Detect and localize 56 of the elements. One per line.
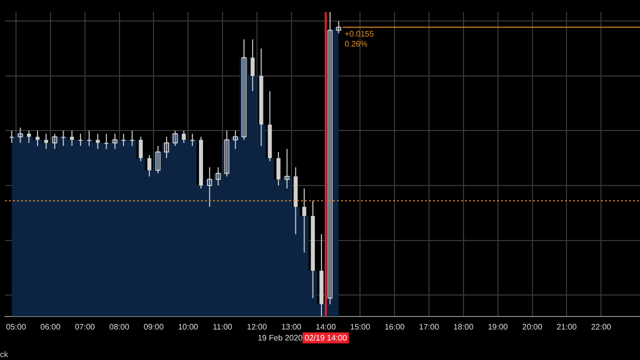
candlestick: [164, 136, 170, 159]
x-tick-label: 17:00: [419, 322, 440, 332]
candlestick: [250, 38, 255, 92]
candlestick: [182, 130, 186, 144]
candlestick: [224, 130, 230, 177]
x-tick-label: 16:00: [384, 322, 406, 332]
annotation: +0.0155: [344, 29, 374, 38]
x-tick-label: 19:00: [488, 322, 508, 332]
candlestick: [112, 133, 118, 150]
candlestick: [87, 130, 92, 146]
x-tick-label: 06:00: [40, 322, 61, 332]
candlestick: [70, 130, 74, 146]
x-tick-label: 14:00: [316, 322, 336, 332]
candlestick: [36, 130, 40, 146]
candlestick: [216, 166, 221, 186]
x-axis-title: 19 Feb 2020: [258, 334, 304, 343]
candlestick: [284, 148, 290, 190]
x-tick-label: 09:00: [144, 322, 164, 332]
candlestick: [78, 133, 83, 146]
candlestick: [122, 133, 126, 146]
x-tick-label: 05:00: [6, 322, 27, 332]
x-tick-label: 15:00: [350, 322, 371, 332]
candlestick: [130, 130, 134, 146]
x-tick-label: 12:00: [246, 322, 268, 332]
x-tick-label: 07:00: [74, 322, 96, 332]
candlestick: [10, 130, 14, 144]
x-tick-label: 10:00: [178, 322, 199, 332]
candlestick: [61, 130, 66, 146]
x-tick-label: 22:00: [591, 322, 612, 332]
candlestick: [155, 145, 160, 174]
candlestick: [336, 20, 342, 34]
candlestick: [52, 133, 58, 150]
candlestick: [207, 166, 212, 208]
candlestick: [26, 130, 31, 144]
x-tick-label: 13:00: [281, 322, 302, 332]
candlestick: [44, 133, 48, 150]
candlestick: [328, 12, 333, 305]
x-tick-label: 20:00: [522, 322, 543, 332]
candlestick: [147, 154, 152, 177]
x-tick-label: 11:00: [212, 322, 233, 332]
candlestick: [276, 152, 280, 186]
candlestick: [18, 127, 23, 144]
candlestick: [302, 188, 306, 253]
candlestick: [96, 133, 100, 150]
text: ck: [0, 350, 9, 360]
candlestick: [104, 133, 108, 150]
annotation: 0.26%: [344, 39, 368, 48]
ref-line-label: 02/19 14:00: [304, 334, 348, 343]
x-tick-label: 21:00: [556, 322, 578, 332]
candlestick: [232, 130, 238, 150]
candlestick: [138, 136, 143, 162]
x-tick-label: 08:00: [109, 322, 130, 332]
x-tick-label: 18:00: [453, 322, 474, 332]
candlestick: [190, 133, 194, 146]
candlestick: [242, 38, 247, 140]
candlestick: [172, 130, 178, 146]
